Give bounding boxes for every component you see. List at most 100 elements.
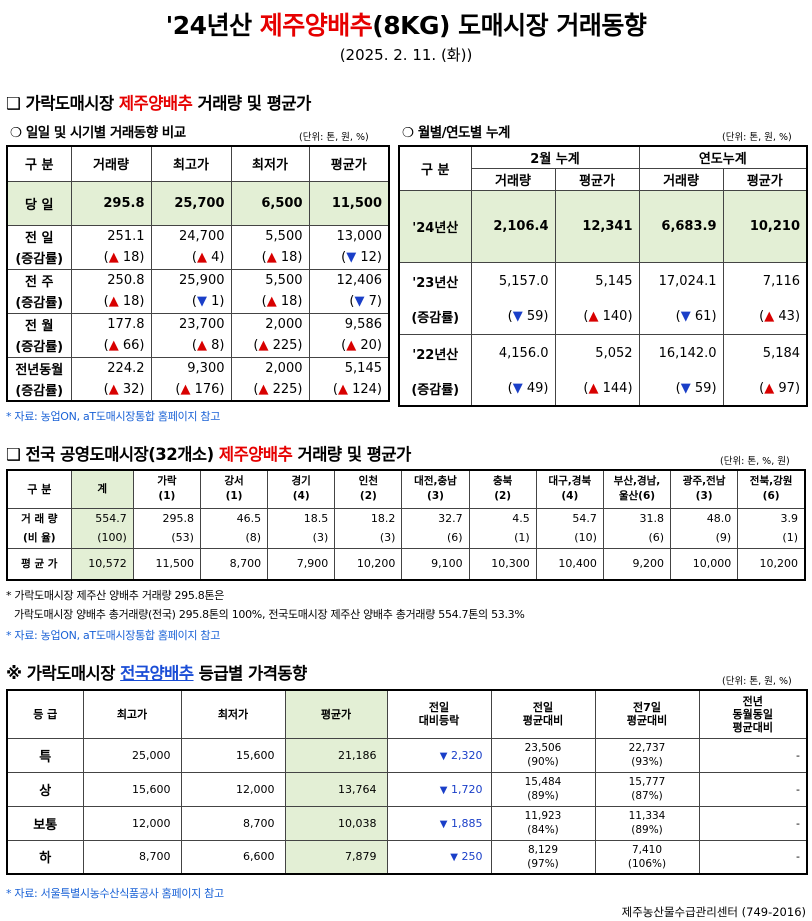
current-feb-volume: 2,106.4 [470, 189, 556, 263]
change-cell: (▲ 18) [70, 247, 152, 270]
ratio-cell: (1) [468, 528, 537, 549]
up-arrow-icon: ▲ [266, 294, 277, 310]
value-cell: 24,700 [150, 224, 232, 247]
volume-cell: 295.8 [132, 507, 201, 528]
volume-cell: 18.2 [334, 507, 403, 528]
change-row: (증감률) (▼ 49) (▲ 144) (▼ 59) (▲ 97) [398, 372, 808, 407]
compare-row: 전 주 250.8 25,900 5,500 12,406 [6, 268, 390, 291]
prev7-pct: (106%) [627, 857, 667, 870]
market-header: 전북,강원 (6) [737, 469, 806, 509]
row-label: '22년산 [398, 333, 472, 372]
market-header: 대구,경북 (4) [535, 469, 604, 509]
change-cell: (▲ 43) [722, 300, 808, 335]
section2-unit: (단위: 톤, %, 원) [720, 456, 790, 467]
change-value: 140 [602, 309, 628, 325]
change-value: 66 [122, 338, 140, 354]
price-cell: 7,900 [267, 547, 336, 581]
value-cell: 5,145 [308, 356, 390, 379]
market-header: 충북 (2) [468, 469, 537, 509]
max-price: 25,000 [82, 737, 182, 773]
grade-price-table: 등 급 최고가 최저가 평균가 전일 대비등락 전일 평균대비 전7일 평균대비 전년 동월동… [6, 689, 808, 875]
up-arrow-icon: ▲ [258, 338, 269, 354]
volume-cell: 54.7 [535, 507, 604, 528]
value-cell: 177.8 [70, 312, 152, 335]
current-year-avg: 10,210 [722, 189, 808, 263]
price-label: 평 균 가 [6, 547, 72, 581]
market-header: 계 [70, 469, 134, 509]
page-title: '24년산 제주양배추(8KG) 도매시장 거래동향 [165, 11, 647, 40]
up-arrow-icon: ▲ [337, 382, 348, 397]
row-label: 전년동월 [6, 356, 72, 379]
market-count: (3) [695, 490, 713, 503]
section1-right-subtitle: ❍ 월별/연도별 누계 [402, 125, 510, 141]
section1-right-unit: (단위: 톤, 원, %) [722, 132, 792, 143]
value-cell: 5,157.0 [470, 261, 556, 300]
change-value: 225 [272, 382, 298, 397]
market-count: 울산(6) [618, 490, 656, 503]
cumulative-table: 구 분 2월 누계 연도누계 거래량 평균가 거래량 평균가 '24년산 2,1… [398, 145, 809, 407]
change-value: 18 [280, 294, 298, 310]
grade-header: 전일 평균대비 [490, 689, 596, 739]
change-value: 59 [694, 381, 712, 396]
diff-value: 1,885 [451, 816, 483, 830]
market-header: 경기 (4) [267, 469, 336, 509]
min-price: 6,600 [180, 839, 286, 875]
down-arrow-icon: ▼ [512, 309, 523, 325]
min-price: 8,700 [180, 805, 286, 841]
value-cell: 13,000 [308, 224, 390, 247]
change-cell: (▲ 20) [308, 335, 390, 358]
header-avg-price: 평균가 [308, 145, 390, 182]
up-arrow-icon: ▲ [108, 382, 119, 397]
change-cell: (▲ 140) [554, 300, 640, 335]
market-count: (6) [762, 490, 780, 503]
today-row: 당 일 295.8 25,700 6,500 11,500 [6, 180, 390, 226]
value-cell: 9,586 [308, 312, 390, 335]
section1-title: ❑ 가락도매시장 제주양배추 거래량 및 평균가 [6, 94, 311, 113]
diff-value: 250 [461, 850, 483, 864]
today-max: 25,700 [150, 180, 232, 226]
change-label: (증감률) [6, 335, 72, 358]
change-value: 49 [526, 381, 544, 396]
grade-header: 전년 동월동일 평균대비 [698, 689, 808, 739]
value-cell: 224.2 [70, 356, 152, 379]
grade-row: 보통 12,000 8,700 10,038 ▼ 1,885 11,923 (84%) 11,… [6, 805, 808, 841]
avg-price: 13,764 [284, 771, 388, 807]
current-feb-avg: 12,341 [554, 189, 640, 263]
market-name: 가락 [157, 475, 177, 488]
prev7-pct: (89%) [631, 824, 663, 836]
ratio-cell: (6) [602, 528, 672, 549]
section2-source-note: * 자료: 농업ON, aT도매시장통합 홈페이지 참고 [6, 629, 221, 642]
market-name: 계 [97, 482, 108, 495]
change-value: 20 [360, 338, 377, 354]
change-value: 18 [280, 250, 298, 266]
header-min-price: 최저가 [230, 145, 310, 182]
ratio-cell: (9) [670, 528, 739, 549]
section2-note-2: 가락도매시장 양배추 총거래량(전국) 295.8톤의 100%, 전국도매시장… [14, 608, 525, 621]
value-cell: 5,500 [230, 224, 310, 247]
down-arrow-icon: ▼ [512, 381, 523, 396]
prev-day-cell: 8,129 (97%) [490, 839, 596, 875]
market-name: 대구,경북 [548, 475, 592, 488]
change-value: 225 [272, 338, 298, 354]
ratio-cell: (3) [334, 528, 403, 549]
volume-cell: 48.0 [670, 507, 739, 528]
ratio-cell: (8) [199, 528, 269, 549]
prev7-cell: 7,410 (106%) [594, 839, 700, 875]
header-volume: 거래량 [70, 145, 152, 182]
diff-cell: ▼ 1,885 [386, 805, 492, 841]
change-value: 176 [194, 382, 220, 397]
market-name: 광주,전남 [682, 475, 726, 488]
prev-day-value: 8,129 [527, 843, 559, 856]
prev-day-cell: 23,506 (90%) [490, 737, 596, 773]
market-count: (2) [494, 490, 512, 503]
grade-label: 보통 [6, 805, 84, 841]
change-cell: (▲ 32) [70, 379, 152, 402]
ratio-cell: (100) [70, 528, 134, 549]
down-arrow-icon: ▼ [439, 818, 448, 830]
year-row: '23년산 5,157.0 5,145 17,024.1 7,116 [398, 261, 808, 300]
grade-label: 하 [6, 839, 84, 875]
max-price: 12,000 [82, 805, 182, 841]
change-cell: (▼ 59) [470, 300, 556, 335]
change-row: (증감률) (▲ 32) (▲ 176) (▲ 225) (▲ 124) [6, 379, 390, 402]
year-row: '22년산 4,156.0 5,052 16,142.0 5,184 [398, 333, 808, 372]
